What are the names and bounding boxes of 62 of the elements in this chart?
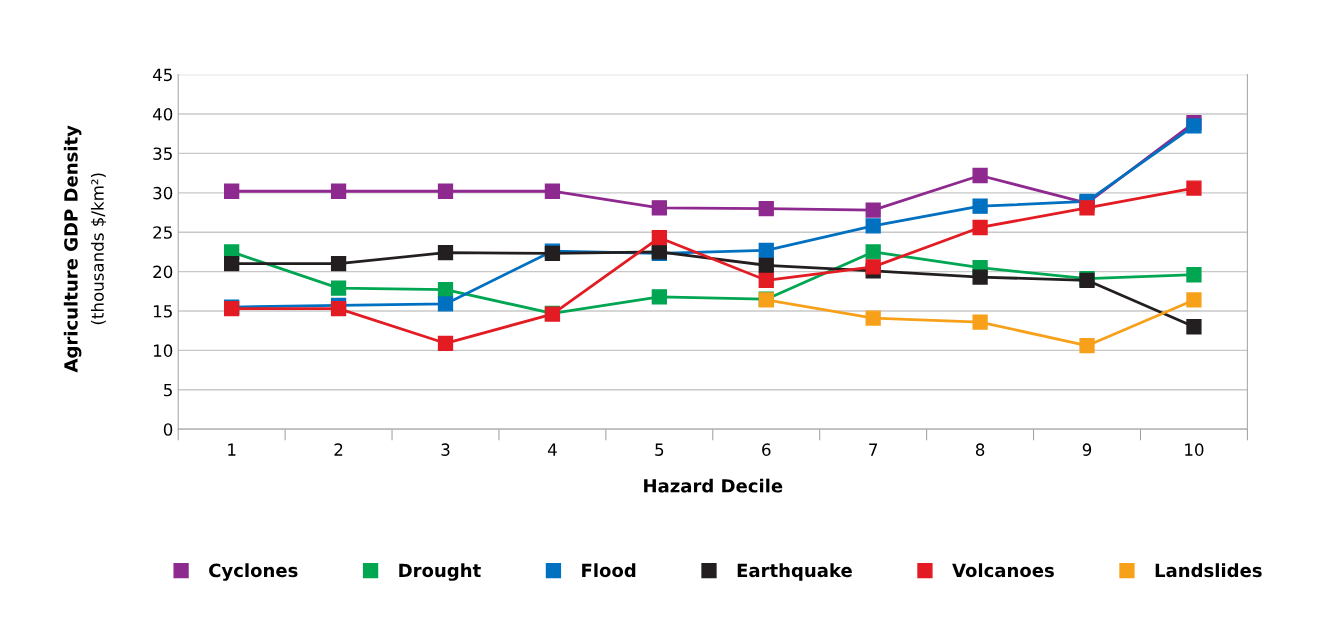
point xyxy=(758,200,774,217)
legend-label: Drought xyxy=(399,563,481,581)
point xyxy=(437,183,454,199)
y-axis-title: Agriculture GDP Density (thousands $/km²) xyxy=(63,125,107,373)
legend-label: Earthquake xyxy=(737,563,852,581)
y-tick-label: 5 xyxy=(164,383,172,397)
point xyxy=(224,256,240,272)
x-tick-label: 4 xyxy=(547,443,557,456)
legend-label: Landslides xyxy=(1155,563,1262,578)
point xyxy=(437,335,454,351)
point xyxy=(758,242,774,258)
point xyxy=(330,256,347,272)
point xyxy=(330,280,347,296)
point xyxy=(972,269,988,285)
x-tick-label: 7 xyxy=(869,443,878,456)
point xyxy=(651,200,667,216)
point xyxy=(972,167,988,184)
point xyxy=(1079,338,1095,354)
y-tick-label: 40 xyxy=(152,108,173,121)
x-tick-label: 2 xyxy=(334,443,343,456)
y-tick-label: 15 xyxy=(153,305,172,318)
point xyxy=(437,296,454,312)
point xyxy=(437,282,454,298)
point xyxy=(437,245,454,261)
legend-label: Flood xyxy=(582,563,636,578)
y-tick-label: 20 xyxy=(153,265,173,279)
x-tick-label: 6 xyxy=(762,443,771,456)
point xyxy=(865,218,881,234)
x-tick-label: 8 xyxy=(975,443,985,456)
point xyxy=(972,198,988,214)
point xyxy=(1079,200,1095,216)
point xyxy=(651,230,667,246)
point xyxy=(224,183,240,199)
point xyxy=(1186,319,1202,335)
x-tick-label: 9 xyxy=(1082,443,1092,456)
point xyxy=(758,272,774,288)
y-tick-label: 30 xyxy=(153,186,173,200)
point xyxy=(972,219,988,236)
x-axis-title: Hazard Decile xyxy=(644,478,783,493)
x-tick-label: 3 xyxy=(441,443,450,456)
point xyxy=(972,314,988,330)
y-tick-label: 10 xyxy=(153,344,173,357)
x-tick-label: 10 xyxy=(1185,443,1204,456)
point xyxy=(1186,180,1202,196)
y-tick-label: 35 xyxy=(153,147,172,160)
point xyxy=(865,259,881,275)
point xyxy=(544,183,561,199)
point xyxy=(865,202,881,218)
point xyxy=(758,257,774,273)
point xyxy=(1186,292,1202,308)
y-tick-label: 0 xyxy=(163,423,173,436)
point xyxy=(1186,267,1202,283)
point xyxy=(865,244,881,260)
point xyxy=(865,310,881,326)
x-tick-label: 1 xyxy=(228,443,236,456)
point xyxy=(330,183,347,199)
y-tick-label: 25 xyxy=(153,226,172,239)
legend-label: Volcanoes xyxy=(952,563,1054,578)
legend-label: Cyclones xyxy=(209,563,298,581)
y-tick-label: 45 xyxy=(152,68,172,82)
x-tick-label: 5 xyxy=(655,443,664,456)
point xyxy=(651,289,667,305)
